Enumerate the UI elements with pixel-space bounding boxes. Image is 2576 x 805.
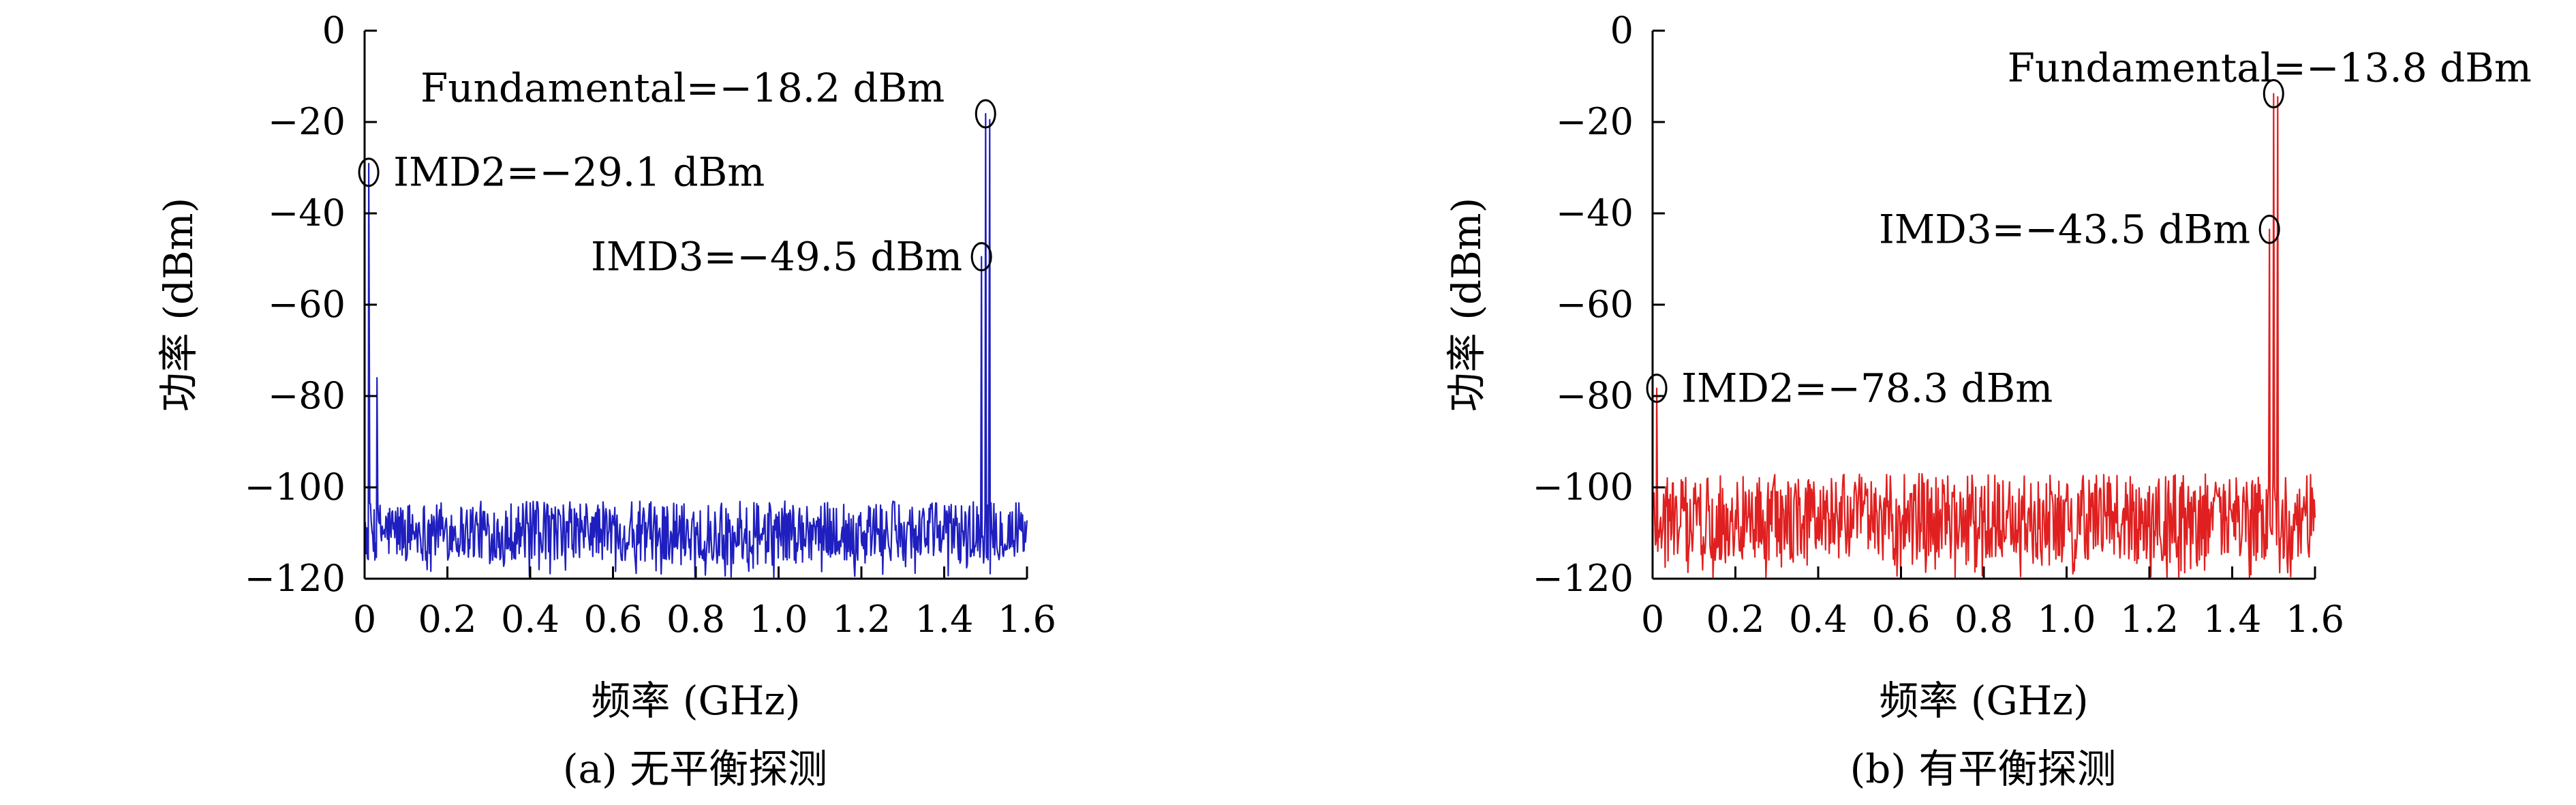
x-tick-label: 1.6: [998, 598, 1056, 641]
y-tick-label: 0: [322, 9, 346, 52]
annotation-marker: [2258, 214, 2280, 244]
y-tick-label: −100: [245, 466, 346, 508]
y-tick-label: −80: [268, 374, 346, 417]
y-tick-label: −20: [1556, 100, 1634, 143]
ticks-a: 0 0.2 0.4 0.6 0.8 1.0 1.2 1.4 1.6 0 −20 −40 −60 −80 −1…: [245, 9, 1056, 641]
y-tick-label: −40: [268, 192, 346, 234]
spectrum-trace-a: [363, 112, 1028, 579]
x-tick-label: 0.6: [1872, 598, 1931, 641]
x-tick-label: 0.2: [1706, 598, 1765, 641]
panel-a: 0 0.2 0.4 0.6 0.8 1.0 1.2 1.4 1.6 0 −20 −40 −60 −80 −1…: [155, 9, 1056, 792]
x-tick-label: 0.2: [418, 598, 477, 641]
y-tick-label: −20: [268, 100, 346, 143]
x-tick-label: 1.0: [2038, 598, 2096, 641]
annotations-b: Fundamental=−13.8 dBm IMD3=−43.5 dBm IMD2=…: [1646, 44, 2532, 412]
y-axis-label-b: 功率 (dBm): [1443, 198, 1490, 412]
x-tick-label: 1.6: [2286, 598, 2344, 641]
annotation-marker: [970, 242, 992, 272]
x-tick-label: 0: [353, 598, 376, 641]
annotation-label: IMD3=−49.5 dBm: [591, 234, 962, 280]
x-tick-label: 1.4: [2203, 598, 2262, 641]
ticks-b: 0 0.2 0.4 0.6 0.8 1.0 1.2 1.4 1.6 0 −20 −40 −60 −80 −1…: [1533, 9, 2344, 641]
annotations-a: Fundamental=−18.2 dBm IMD2=−29.1 dBm IMD3=…: [358, 65, 996, 280]
x-tick-label: 1.2: [832, 598, 891, 641]
x-axis-label-b: 频率 (GHz): [1879, 678, 2088, 724]
x-axis-label-a: 频率 (GHz): [591, 678, 800, 724]
y-tick-label: −80: [1556, 374, 1634, 417]
annotation-label: IMD3=−43.5 dBm: [1879, 206, 2250, 252]
y-tick-label: −60: [268, 283, 346, 326]
axes-a: [363, 31, 1027, 580]
annotation-marker: [358, 157, 380, 187]
y-axis-label-a: 功率 (dBm): [155, 198, 202, 412]
annotation-marker: [1646, 374, 1668, 404]
y-tick-label: −100: [1533, 466, 1634, 508]
y-tick-label: −60: [1556, 283, 1634, 326]
y-tick-label: −40: [1556, 192, 1634, 234]
caption-a: (a) 无平衡探测: [563, 746, 827, 792]
x-tick-label: 0: [1641, 598, 1664, 641]
annotation-label: Fundamental=−13.8 dBm: [2008, 44, 2532, 91]
x-tick-label: 1.0: [750, 598, 808, 641]
annotation-label: Fundamental=−18.2 dBm: [420, 65, 945, 111]
annotation-label: IMD2=−78.3 dBm: [1681, 365, 2053, 412]
spectrum-trace-b: [1651, 93, 2316, 579]
x-tick-label: 0.4: [1789, 598, 1847, 641]
x-tick-label: 0.8: [1954, 598, 2013, 641]
y-tick-label: 0: [1610, 9, 1634, 52]
x-tick-label: 1.4: [915, 598, 974, 641]
annotation-label: IMD2=−29.1 dBm: [393, 149, 765, 196]
x-tick-label: 0.8: [666, 598, 725, 641]
annotation-marker: [975, 99, 996, 129]
y-tick-label: −120: [245, 557, 346, 600]
x-tick-label: 1.2: [2120, 598, 2179, 641]
caption-b: (b) 有平衡探测: [1850, 746, 2117, 792]
y-tick-label: −120: [1533, 557, 1634, 600]
annotation-marker: [2263, 78, 2284, 108]
x-tick-label: 0.6: [584, 598, 643, 641]
panel-b: 0 0.2 0.4 0.6 0.8 1.0 1.2 1.4 1.6 0 −20 −40 −60 −80 −1…: [1443, 9, 2532, 792]
x-tick-label: 0.4: [501, 598, 559, 641]
